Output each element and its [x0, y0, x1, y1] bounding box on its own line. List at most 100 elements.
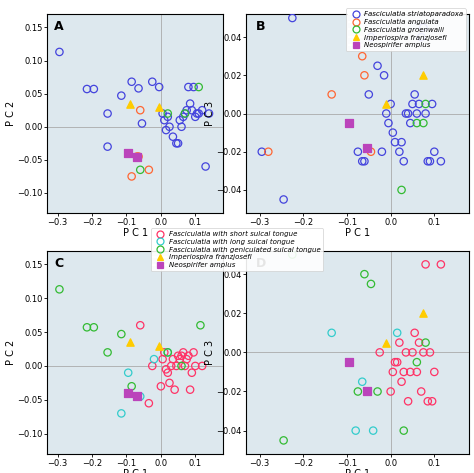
Point [164, 349, 172, 356]
Point [183, 355, 191, 363]
Point [150, 355, 158, 363]
Point [173, 140, 180, 147]
Point [374, 388, 381, 395]
Text: A: A [55, 20, 64, 33]
Point [422, 261, 429, 268]
Point [166, 379, 173, 387]
Point [164, 369, 172, 377]
Point [413, 359, 420, 366]
Point [190, 83, 197, 91]
Point [387, 388, 394, 395]
Point [174, 140, 182, 147]
Point [361, 158, 368, 165]
Point [393, 329, 401, 337]
Point [183, 106, 191, 114]
Point [205, 110, 213, 117]
Point [155, 342, 163, 350]
Point [155, 103, 163, 111]
Point [280, 196, 287, 203]
Point [180, 349, 187, 356]
Point [166, 123, 173, 131]
Point [383, 339, 390, 346]
Point [354, 388, 362, 395]
Point [188, 369, 196, 377]
Point [346, 119, 353, 127]
Point [197, 322, 204, 329]
Point [422, 110, 429, 117]
Point [124, 149, 132, 157]
Point [422, 100, 429, 108]
Point [198, 106, 206, 114]
Point [437, 158, 445, 165]
Point [164, 349, 172, 356]
Point [352, 427, 359, 434]
Point [128, 383, 136, 390]
Point [264, 148, 272, 156]
Point [178, 352, 185, 359]
Point [402, 349, 410, 356]
Point [389, 129, 397, 136]
Point [135, 153, 142, 160]
Point [164, 113, 172, 121]
Point [428, 100, 436, 108]
Point [167, 362, 175, 370]
Point [90, 324, 98, 331]
Point [90, 85, 98, 93]
Point [137, 166, 144, 174]
Point [385, 119, 392, 127]
Point [430, 148, 438, 156]
Point [393, 359, 401, 366]
Y-axis label: P C 3: P C 3 [205, 101, 215, 126]
Point [424, 397, 431, 405]
Point [358, 53, 366, 60]
X-axis label: P C 1: P C 1 [345, 228, 371, 238]
Text: B: B [255, 20, 265, 33]
Point [396, 339, 403, 346]
Point [361, 71, 368, 79]
Point [138, 120, 146, 127]
Point [188, 106, 196, 114]
Point [358, 378, 366, 385]
Point [157, 383, 164, 390]
Point [118, 92, 125, 99]
Point [137, 322, 144, 329]
Point [104, 349, 111, 356]
Point [191, 362, 199, 370]
Point [363, 388, 370, 395]
Point [155, 83, 163, 91]
Point [413, 119, 420, 127]
Point [180, 113, 187, 121]
Point [391, 139, 399, 146]
Point [419, 309, 427, 317]
Point [171, 386, 178, 394]
Point [184, 83, 192, 91]
Point [198, 362, 206, 370]
Point [407, 368, 414, 376]
Point [280, 437, 287, 444]
Point [358, 158, 366, 165]
Point [181, 110, 189, 117]
Point [346, 359, 353, 366]
Point [145, 399, 153, 407]
Point [289, 251, 296, 258]
Point [162, 126, 170, 134]
Point [162, 366, 170, 373]
Point [258, 148, 265, 156]
Point [404, 397, 412, 405]
Point [190, 349, 197, 356]
Point [124, 389, 132, 397]
Point [363, 144, 370, 152]
Point [135, 85, 142, 92]
Point [426, 349, 434, 356]
Point [402, 110, 410, 117]
Point [409, 349, 416, 356]
Point [400, 158, 408, 165]
Point [133, 393, 141, 400]
Point [124, 369, 132, 377]
Legend: Fasciculatia striatoparadoxa, Fasciculatia angulata, Fasciculatia groenwalli, Im: Fasciculatia striatoparadoxa, Fasciculat… [346, 8, 466, 51]
Point [164, 110, 172, 117]
Point [387, 100, 394, 108]
Point [174, 352, 182, 359]
Point [367, 33, 375, 41]
Point [398, 378, 405, 385]
